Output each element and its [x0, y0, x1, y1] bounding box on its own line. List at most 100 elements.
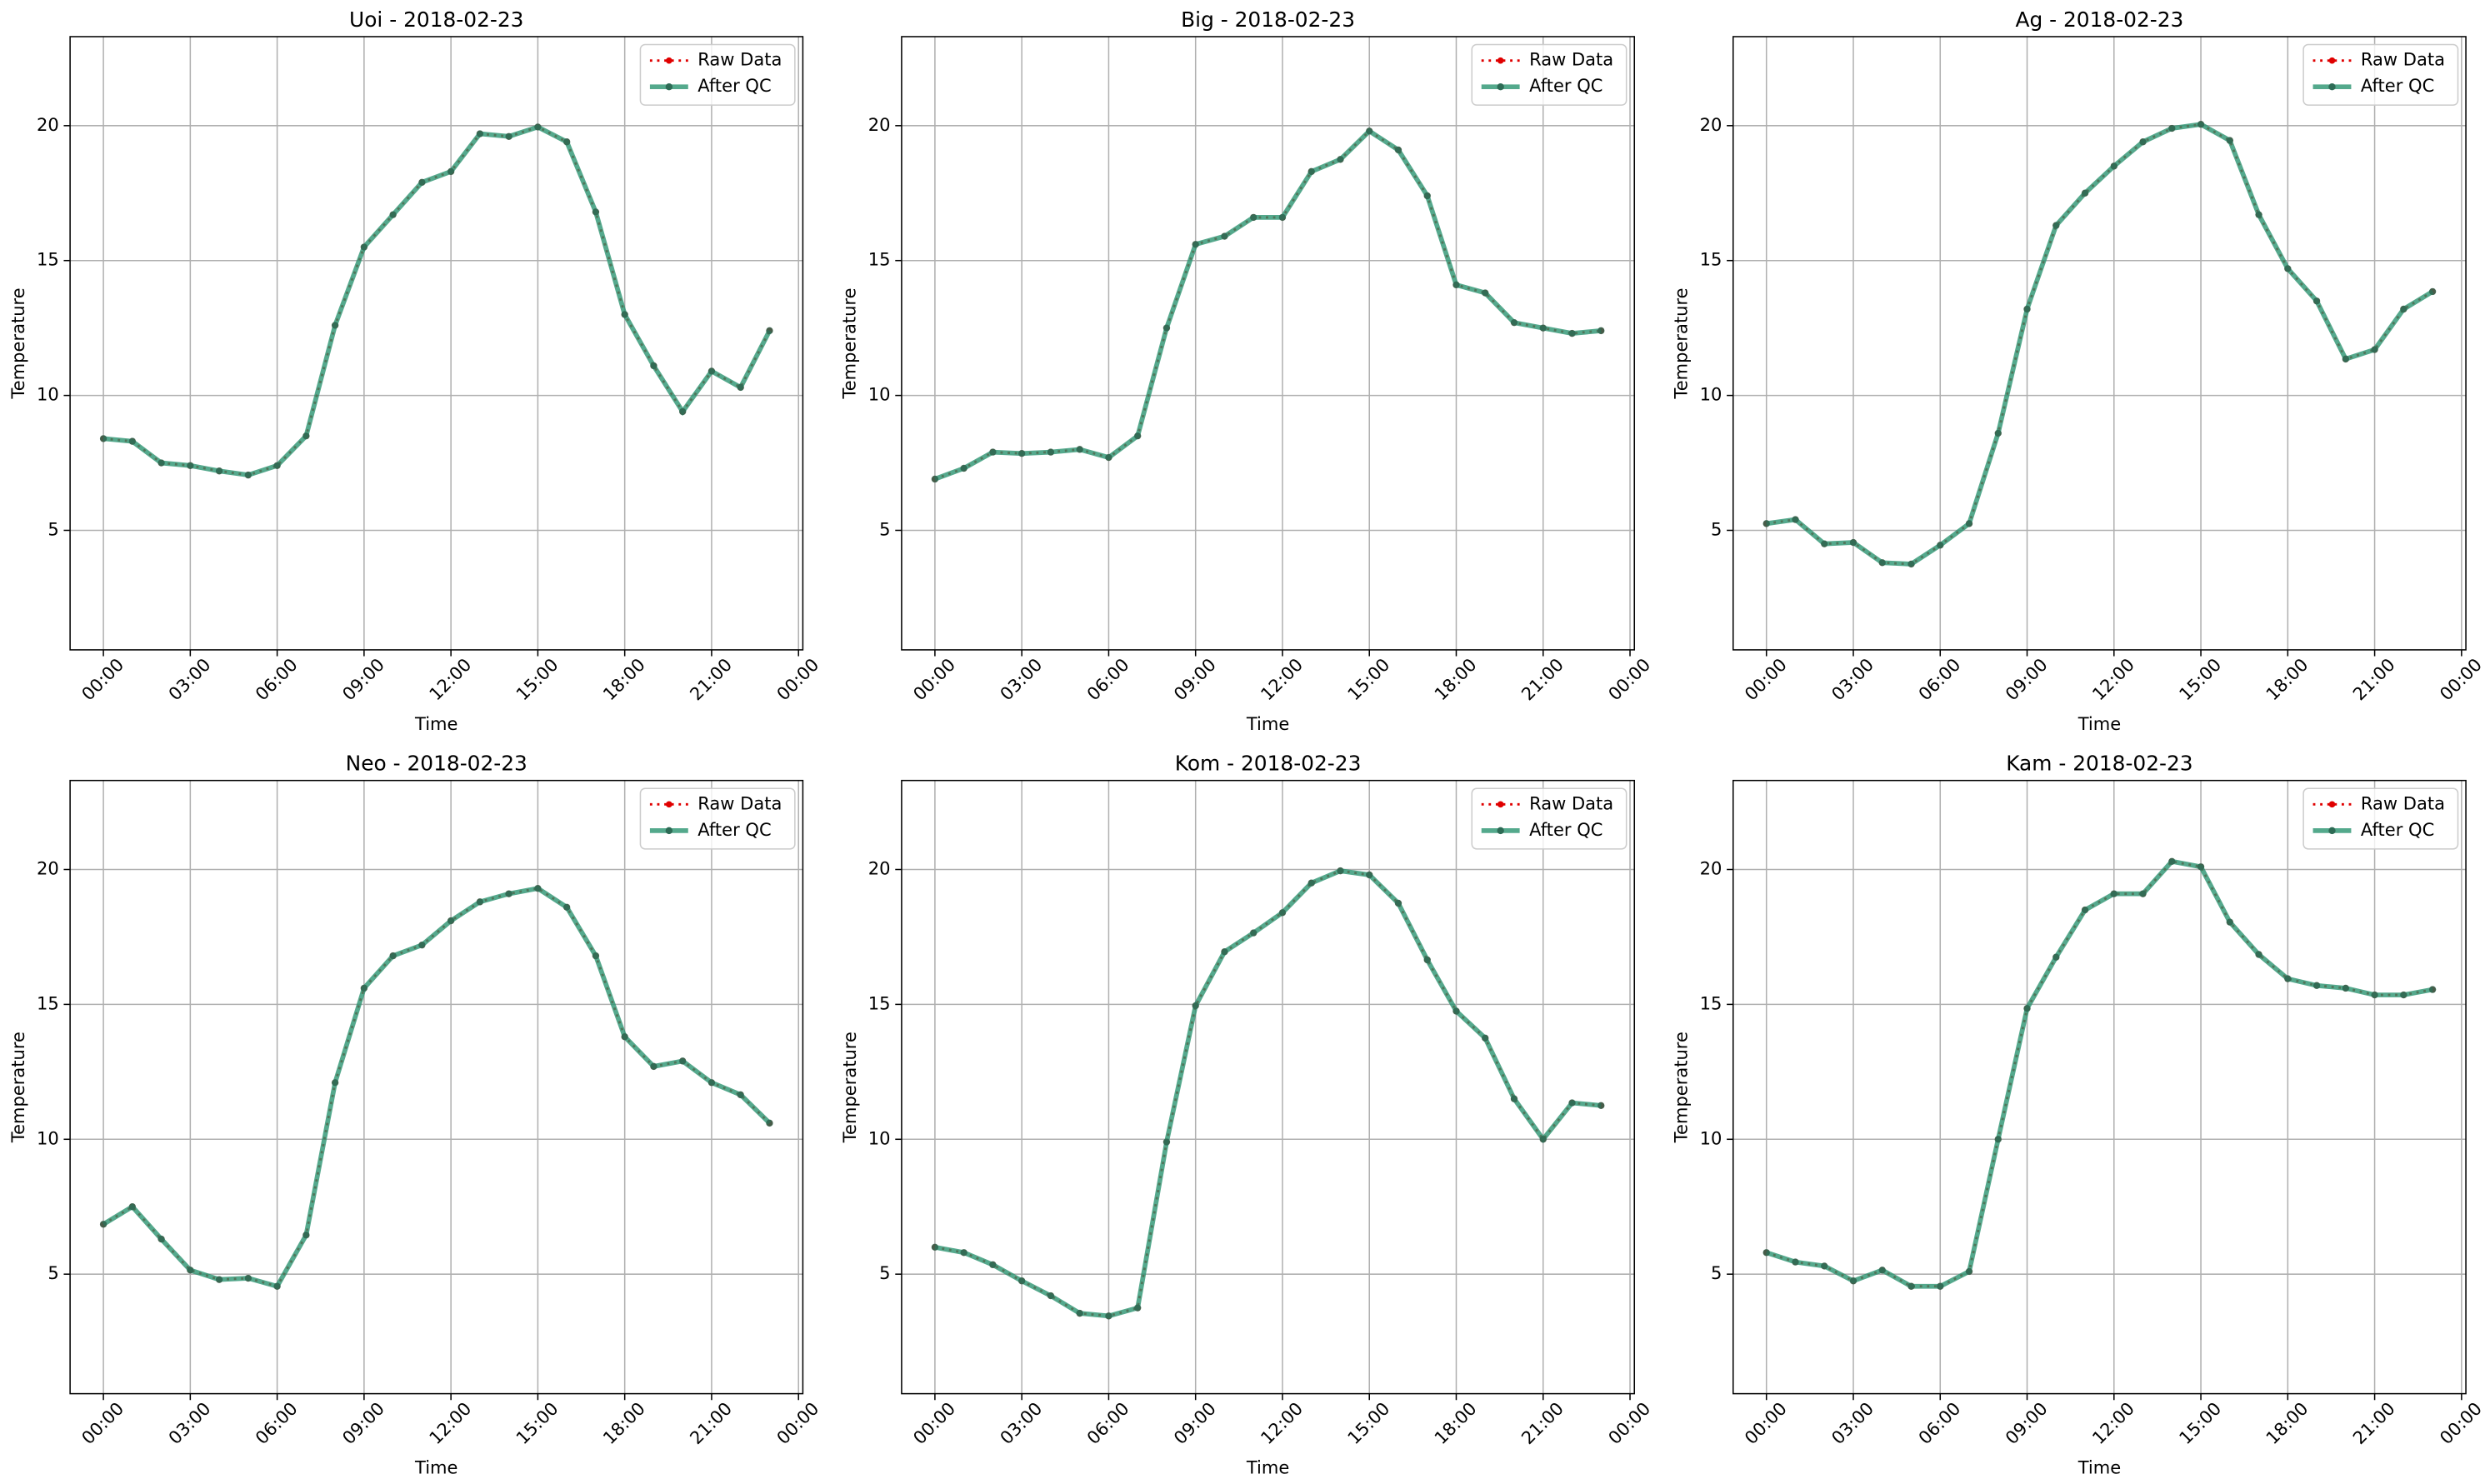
- series-marker: [1018, 450, 1026, 457]
- series-marker: [1994, 429, 2002, 437]
- series-marker: [2342, 984, 2350, 992]
- series-marker: [2197, 120, 2205, 128]
- x-tick-label: 15:00: [1343, 1398, 1394, 1449]
- y-tick-label: 15: [37, 249, 59, 270]
- axes-frame: [69, 779, 804, 1395]
- series-marker: [1965, 1267, 1973, 1276]
- y-tick-label: 20: [37, 114, 59, 135]
- y-tick-label: 15: [868, 249, 891, 270]
- series-marker: [1076, 446, 1083, 453]
- series-marker: [1278, 213, 1287, 222]
- legend-marker: [666, 801, 672, 808]
- series-marker: [2400, 305, 2408, 313]
- legend-marker: [1497, 827, 1504, 835]
- legend-label: After QC: [1529, 819, 1602, 840]
- series-marker: [447, 917, 455, 925]
- legend: Raw Data After QC: [2302, 787, 2459, 850]
- x-axis-label: Time: [1246, 1457, 1289, 1477]
- x-tick-label: 21:00: [2348, 654, 2399, 705]
- x-tick-label: 00:00: [772, 1398, 823, 1449]
- legend: Raw Data After QC: [639, 787, 796, 850]
- legend-label: After QC: [1529, 75, 1602, 96]
- x-tick-label: 12:00: [425, 654, 476, 705]
- series-marker: [1162, 324, 1171, 332]
- series-marker: [302, 432, 310, 440]
- legend-marker: [1497, 82, 1504, 91]
- series-marker: [1510, 318, 1518, 327]
- chart-title: Neo - 2018-02-23: [346, 752, 528, 776]
- series-marker: [99, 435, 108, 442]
- y-axis-label: Temperature: [839, 287, 860, 399]
- series-marker: [2342, 355, 2350, 363]
- axes-frame: [901, 779, 1636, 1395]
- series-marker: [562, 138, 571, 146]
- x-tick-label: 00:00: [909, 1398, 960, 1449]
- series-marker: [1250, 929, 1258, 937]
- series-marker: [1849, 538, 1858, 547]
- series-marker: [1965, 520, 1973, 527]
- axes-frame: [69, 36, 804, 651]
- x-tick-label: 00:00: [78, 654, 128, 705]
- y-axis-label: Temperature: [839, 1032, 860, 1143]
- y-tick-label: 10: [1700, 384, 1722, 405]
- legend-label: Raw Data: [2361, 792, 2445, 813]
- series-marker: [2052, 222, 2060, 229]
- y-axis-label: Temperature: [1671, 287, 1692, 399]
- series-marker: [128, 437, 137, 445]
- plot-lines: [1762, 857, 2437, 1290]
- series-line: [102, 886, 772, 1290]
- series-marker: [1047, 448, 1055, 456]
- y-tick-label: 20: [868, 114, 891, 135]
- series-marker: [534, 123, 542, 131]
- y-tick-label: 20: [868, 858, 891, 879]
- x-tick-label: 09:00: [2001, 1398, 2052, 1449]
- series-line: [1766, 122, 2433, 566]
- axes-frame: [1732, 36, 2467, 651]
- x-tick-label: 12:00: [1257, 1398, 1308, 1449]
- chart-title: Uoi - 2018-02-23: [349, 7, 523, 32]
- x-tick-label: 12:00: [1257, 654, 1308, 705]
- series-marker: [678, 407, 687, 416]
- series-marker: [99, 1221, 108, 1228]
- series-marker: [1878, 1267, 1886, 1274]
- series-marker: [650, 362, 658, 370]
- y-tick-label: 5: [1711, 518, 1722, 539]
- x-tick-label: 09:00: [338, 1398, 389, 1449]
- series-marker: [418, 178, 426, 187]
- x-axis-label: Time: [2078, 713, 2121, 734]
- x-tick-label: 00:00: [1740, 654, 1791, 705]
- series-marker: [2400, 991, 2408, 999]
- series-marker: [1192, 1002, 1199, 1010]
- y-tick-label: 10: [1700, 1127, 1722, 1148]
- axes-frame: [1732, 779, 2467, 1395]
- series-marker: [931, 1243, 939, 1252]
- series-marker: [505, 132, 512, 140]
- x-tick-label: 00:00: [78, 1398, 128, 1449]
- series-marker: [476, 898, 484, 906]
- y-tick-label: 15: [868, 992, 891, 1013]
- x-tick-label: 21:00: [686, 654, 737, 705]
- x-tick-label: 18:00: [598, 1398, 649, 1449]
- series-marker: [360, 984, 368, 992]
- series-marker: [1394, 146, 1402, 154]
- series-marker: [1308, 879, 1315, 887]
- series-marker: [1568, 1099, 1576, 1107]
- series-marker: [447, 167, 455, 176]
- x-tick-label: 03:00: [164, 1398, 215, 1449]
- series-marker: [1821, 1262, 1828, 1270]
- series-marker: [1076, 1309, 1083, 1317]
- legend: Raw Data After QC: [2302, 43, 2459, 106]
- series-line: [102, 887, 771, 1288]
- y-tick-label: 20: [1700, 114, 1722, 135]
- x-tick-label: 18:00: [1430, 654, 1481, 705]
- series-marker: [1821, 540, 1828, 547]
- series-marker: [2139, 138, 2147, 146]
- y-tick-label: 15: [1700, 249, 1722, 270]
- series-marker: [158, 459, 165, 467]
- x-tick-label: 15:00: [1343, 654, 1394, 705]
- series-marker: [2197, 863, 2205, 871]
- series-marker: [592, 208, 600, 216]
- series-line: [934, 869, 1602, 1317]
- chart-title: Ag - 2018-02-23: [2015, 7, 2183, 32]
